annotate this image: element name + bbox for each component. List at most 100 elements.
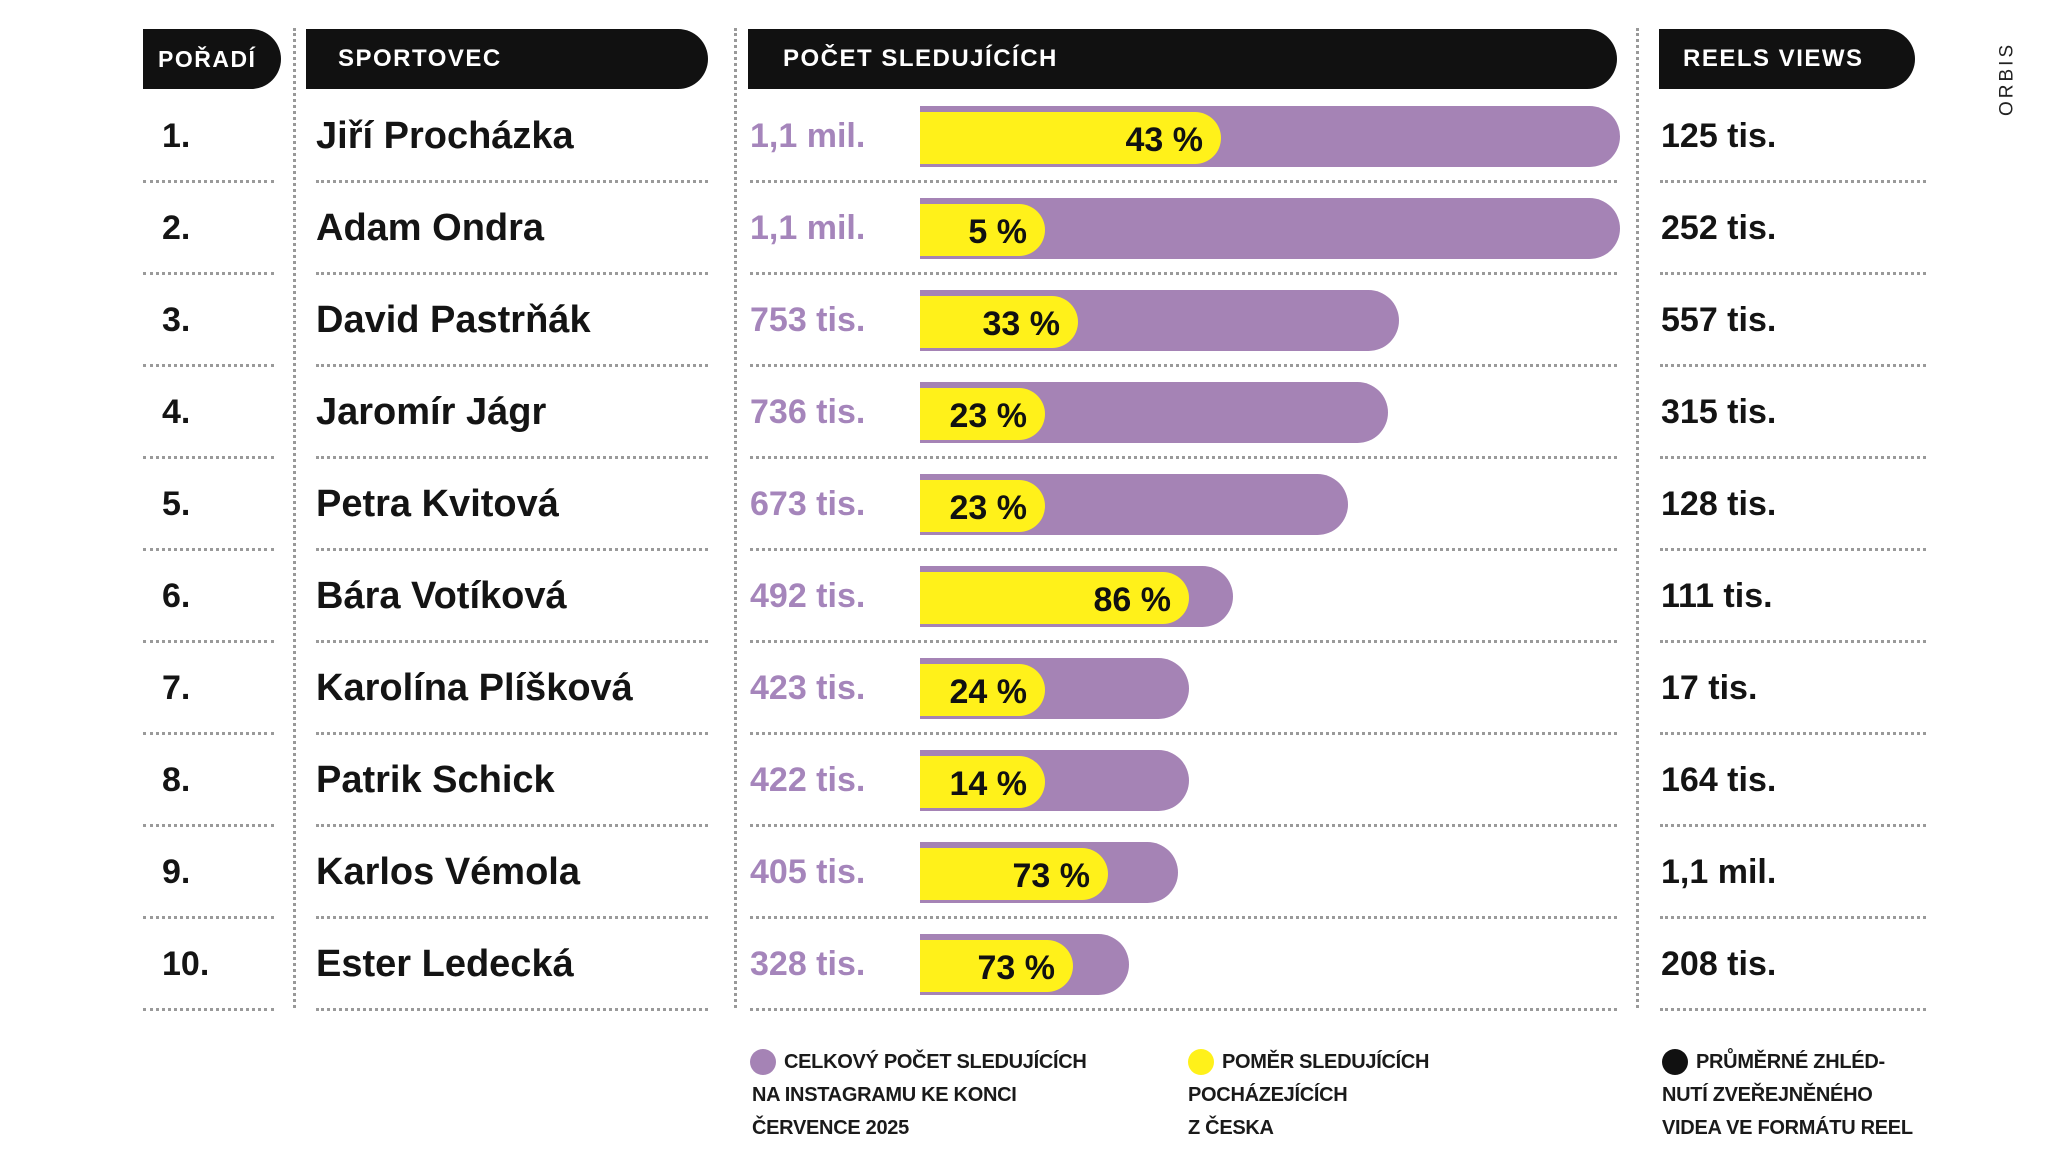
row-divider xyxy=(750,180,1617,183)
followers-label: 405 tis. xyxy=(750,853,866,891)
row-divider xyxy=(750,640,1617,643)
row-divider xyxy=(316,364,708,367)
followers-label: 328 tis. xyxy=(750,945,866,983)
reels-label: 315 tis. xyxy=(1661,393,1777,431)
row-divider xyxy=(143,824,274,827)
followers-label: 1,1 mil. xyxy=(750,117,866,155)
followers-label: 423 tis. xyxy=(750,669,866,707)
athlete-name: Patrik Schick xyxy=(316,759,555,801)
header-rank-label: POŘADÍ xyxy=(158,45,257,72)
row-divider xyxy=(750,732,1617,735)
legend-marker xyxy=(1662,1049,1688,1075)
row-divider xyxy=(1660,180,1926,183)
czech-share-bar: 73 % xyxy=(920,940,1073,992)
row-divider xyxy=(750,456,1617,459)
rank-label: 6. xyxy=(162,577,191,615)
czech-share-bar: 43 % xyxy=(920,112,1221,164)
row-divider xyxy=(143,1008,274,1011)
athlete-name: Bára Votíková xyxy=(316,575,567,617)
row-divider xyxy=(316,180,708,183)
czech-share-bar: 73 % xyxy=(920,848,1108,900)
row-divider xyxy=(143,364,274,367)
row-divider xyxy=(1660,640,1926,643)
rank-label: 4. xyxy=(162,393,191,431)
row-divider xyxy=(1660,456,1926,459)
row-divider xyxy=(1660,364,1926,367)
czech-share-bar: 33 % xyxy=(920,296,1078,348)
row-divider xyxy=(750,272,1617,275)
rank-label: 5. xyxy=(162,485,191,523)
followers-label: 673 tis. xyxy=(750,485,866,523)
row-divider xyxy=(750,916,1617,919)
athlete-name: Jiří Procházka xyxy=(316,115,574,157)
followers-label: 1,1 mil. xyxy=(750,209,866,247)
row-divider xyxy=(1660,732,1926,735)
row-divider xyxy=(1660,1008,1926,1011)
row-divider xyxy=(1660,824,1926,827)
row-divider xyxy=(143,456,274,459)
athlete-name: Petra Kvitová xyxy=(316,483,559,525)
reels-label: 208 tis. xyxy=(1661,945,1777,983)
athlete-name: Ester Ledecká xyxy=(316,943,574,985)
column-separator-2 xyxy=(734,28,737,1008)
legend-marker xyxy=(1188,1049,1214,1075)
row-divider xyxy=(143,640,274,643)
row-divider xyxy=(143,180,274,183)
reels-label: 125 tis. xyxy=(1661,117,1777,155)
header-followers: POČET SLEDUJÍCÍCH xyxy=(748,29,1617,89)
athlete-name: Karlos Vémola xyxy=(316,851,580,893)
legend-marker xyxy=(750,1049,776,1075)
row-divider xyxy=(1660,272,1926,275)
row-divider xyxy=(750,364,1617,367)
athlete-name: David Pastrňák xyxy=(316,299,591,341)
row-divider xyxy=(316,916,708,919)
header-reels: REELS VIEWS xyxy=(1659,29,1915,89)
header-followers-label: POČET SLEDUJÍCÍCH xyxy=(783,45,1058,72)
reels-label: 1,1 mil. xyxy=(1661,853,1777,891)
column-separator-1 xyxy=(293,28,296,1008)
reels-label: 128 tis. xyxy=(1661,485,1777,523)
athlete-name: Jaromír Jágr xyxy=(316,391,547,433)
reels-label: 17 tis. xyxy=(1661,669,1758,707)
followers-label: 492 tis. xyxy=(750,577,866,615)
header-athlete-label: SPORTOVEC xyxy=(338,45,502,72)
reels-label: 557 tis. xyxy=(1661,301,1777,339)
header-rank: POŘADÍ xyxy=(143,29,281,89)
rank-label: 9. xyxy=(162,853,191,891)
rank-label: 10. xyxy=(162,945,210,983)
row-divider xyxy=(1660,916,1926,919)
row-divider xyxy=(316,272,708,275)
legend-text: CELKOVÝ POČET SLEDUJÍCÍCH NA INSTAGRAMU … xyxy=(752,1051,1087,1139)
rank-label: 8. xyxy=(162,761,191,799)
row-divider xyxy=(316,824,708,827)
athlete-name: Adam Ondra xyxy=(316,207,545,249)
czech-share-bar: 23 % xyxy=(920,388,1045,440)
row-divider xyxy=(316,732,708,735)
czech-share-bar: 24 % xyxy=(920,664,1045,716)
rank-label: 2. xyxy=(162,209,191,247)
row-divider xyxy=(316,640,708,643)
source-label: ORBIS xyxy=(1996,41,2018,116)
row-divider xyxy=(750,824,1617,827)
header-reels-label: REELS VIEWS xyxy=(1683,45,1864,72)
reels-label: 111 tis. xyxy=(1661,577,1773,615)
reels-label: 252 tis. xyxy=(1661,209,1777,247)
legend-text: POMĚR SLEDUJÍCÍCH POCHÁZEJÍCÍCH Z ČESKA xyxy=(1188,1051,1430,1139)
legend-text: PRŮMĚRNÉ ZHLÉD- NUTÍ ZVEŘEJNĚNÉHO VIDEA … xyxy=(1662,1051,1913,1139)
followers-label: 736 tis. xyxy=(750,393,866,431)
czech-share-bar: 86 % xyxy=(920,572,1189,624)
column-separator-3 xyxy=(1636,28,1639,1008)
reels-label: 164 tis. xyxy=(1661,761,1777,799)
row-divider xyxy=(143,916,274,919)
czech-share-bar: 5 % xyxy=(920,204,1045,256)
row-divider xyxy=(143,272,274,275)
rank-label: 1. xyxy=(162,117,191,155)
athlete-name: Karolína Plíšková xyxy=(316,667,633,709)
row-divider xyxy=(143,732,274,735)
czech-share-bar: 14 % xyxy=(920,756,1045,808)
row-divider xyxy=(316,548,708,551)
row-divider xyxy=(750,1008,1617,1011)
rank-label: 7. xyxy=(162,669,191,707)
rank-label: 3. xyxy=(162,301,191,339)
row-divider xyxy=(750,548,1617,551)
